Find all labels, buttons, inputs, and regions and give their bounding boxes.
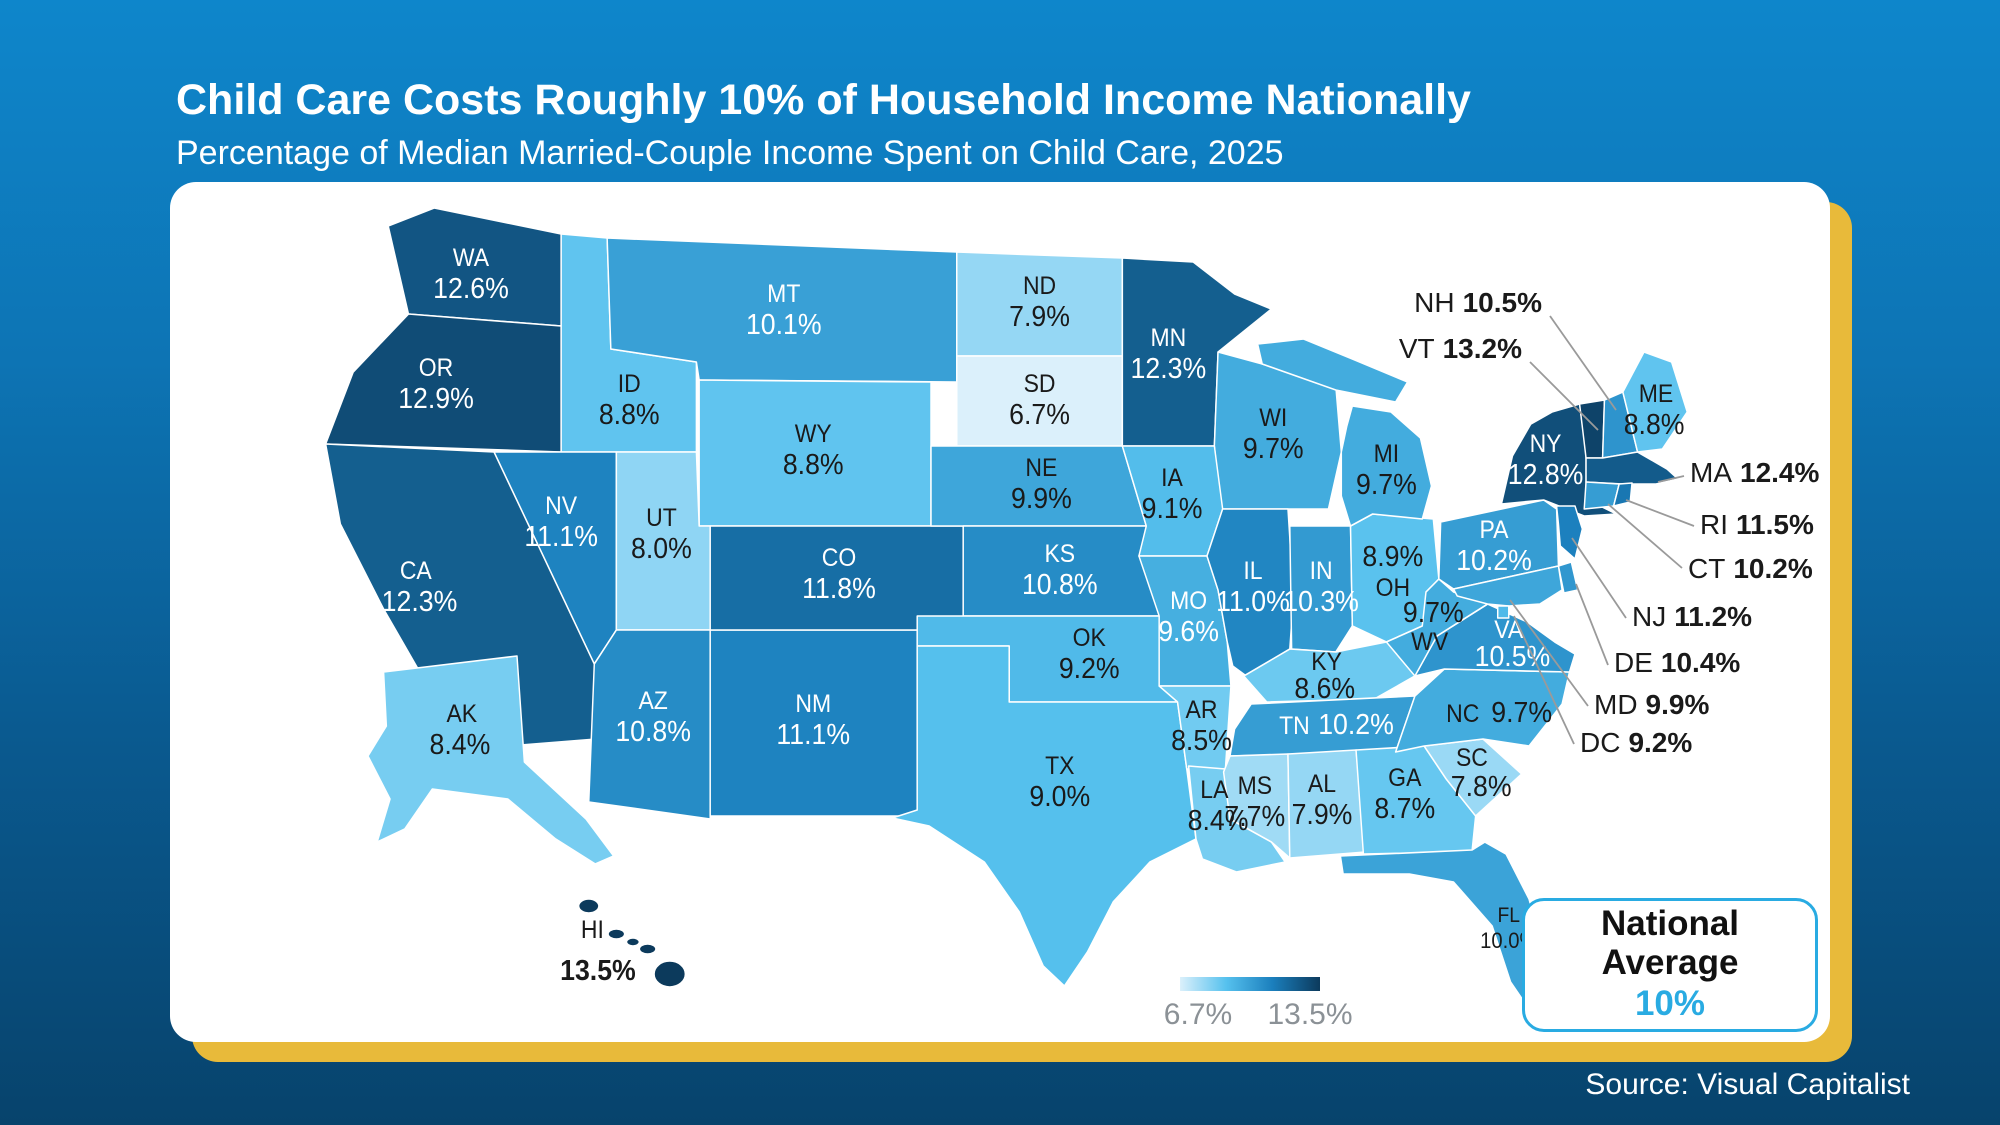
state-label-va: VA 10.5% <box>1475 616 1551 672</box>
state-label-ok: OK 9.2% <box>1059 624 1120 684</box>
state-label-pa: PA 10.2% <box>1456 516 1532 576</box>
legend-gradient-bar <box>1180 977 1320 991</box>
national-average-value: 10% <box>1634 984 1706 1024</box>
state-label-wa: WA 12.6% <box>433 244 509 304</box>
leader-nj <box>1571 537 1627 619</box>
state-label-mn: MN 12.3% <box>1131 324 1207 384</box>
state-label-az: AZ 10.8% <box>615 687 691 747</box>
state-label-me: ME 8.8% <box>1624 380 1685 440</box>
leader-ri <box>1625 499 1695 527</box>
state-label-sc: SC 7.8% <box>1451 744 1512 802</box>
state-label-ks: KS 10.8% <box>1022 540 1098 600</box>
map-card: WA 12.6% OR 12.9% CA 12.3% ID 8.8% NV 11.1% U… <box>170 182 1830 1042</box>
state-or <box>324 313 562 453</box>
callout-ri: RI 11.5% <box>1700 509 1814 540</box>
legend-max-label: 13.5% <box>1267 998 1352 1031</box>
national-average-label: National Average <box>1600 903 1740 983</box>
color-legend: 6.7% 13.5% <box>1164 977 1353 1031</box>
state-label-nc: NC 9.7% <box>1446 696 1552 728</box>
source-credit: Source: Visual Capitalist <box>1585 1068 1910 1101</box>
state-label-ga: GA 8.7% <box>1374 764 1435 824</box>
callout-ct: CT 10.2% <box>1688 553 1813 584</box>
leader-dc <box>1513 615 1575 745</box>
callout-vt: VT 13.2% <box>1399 333 1522 364</box>
state-label-tx: TX 9.0% <box>1029 752 1090 812</box>
state-label-nd: ND 7.9% <box>1009 272 1070 332</box>
state-label-ut: UT 8.0% <box>631 504 692 564</box>
state-label-in: IN 10.3% <box>1283 557 1359 617</box>
leader-md <box>1509 599 1589 707</box>
leader-vt <box>1529 361 1599 431</box>
state-label-la: LA 8.4% <box>1188 776 1249 836</box>
state-label-nm: NM 11.1% <box>776 690 850 750</box>
state-label-oh: 8.9% OH <box>1362 540 1423 602</box>
state-label-hi: HI 13.5% <box>560 916 636 986</box>
state-label-ny: NY 12.8% <box>1508 430 1584 490</box>
state-label-ms: MS 7.7% <box>1224 772 1285 832</box>
state-label-ar: AR 8.5% <box>1171 696 1232 756</box>
state-label-sd: SD 6.7% <box>1009 370 1070 430</box>
state-label-ca: CA 12.3% <box>382 557 458 617</box>
page-subtitle: Percentage of Median Married-Couple Inco… <box>176 134 1284 172</box>
callout-nj: NJ 11.2% <box>1632 601 1752 632</box>
state-label-al: AL 7.9% <box>1292 770 1353 830</box>
national-average-box: National Average 10% <box>1522 898 1818 1032</box>
state-dc <box>1496 605 1510 619</box>
callout-ma: MA 12.4% <box>1690 457 1819 488</box>
leader-ma <box>1657 475 1685 483</box>
leader-ct <box>1607 503 1683 569</box>
state-label-co: CO 11.8% <box>802 544 876 604</box>
state-label-tn: TN 10.2% <box>1279 708 1394 740</box>
state-label-mt: MT 10.1% <box>746 280 822 340</box>
state-label-mo: MO 9.6% <box>1158 587 1219 647</box>
state-label-wi: WI 9.7% <box>1243 404 1304 464</box>
callout-md: MD 9.9% <box>1594 689 1709 720</box>
page-title: Child Care Costs Roughly 10% of Househol… <box>176 76 1471 124</box>
state-label-id: ID 8.8% <box>599 370 660 430</box>
state-tx <box>891 645 1197 987</box>
callout-dc: DC 9.2% <box>1580 727 1692 758</box>
state-nj <box>1555 505 1584 560</box>
state-mi <box>1256 338 1433 527</box>
state-label-ia: IA 9.1% <box>1142 464 1203 524</box>
us-choropleth-map: WA 12.6% OR 12.9% CA 12.3% ID 8.8% NV 11.1% U… <box>324 207 1819 1031</box>
state-label-nv: NV 11.1% <box>524 492 598 552</box>
state-hi <box>577 898 687 988</box>
state-label-ak: AK 8.4% <box>430 700 491 760</box>
state-md <box>1452 565 1563 607</box>
state-label-wy: WY 8.8% <box>783 420 844 480</box>
callout-nh: NH 10.5% <box>1414 287 1542 318</box>
leader-nh <box>1549 315 1617 411</box>
state-label-or: OR 12.9% <box>398 354 474 414</box>
state-label-wv: 9.7% WV <box>1403 596 1464 656</box>
callout-de: DE 10.4% <box>1614 647 1740 678</box>
state-label-ky: KY 8.6% <box>1294 648 1355 704</box>
legend-min-label: 6.7% <box>1164 998 1232 1031</box>
state-label-ne: NE 9.9% <box>1011 454 1072 514</box>
leader-de <box>1575 583 1609 666</box>
state-in <box>1289 525 1354 653</box>
state-ak <box>367 655 615 865</box>
state-label-il: IL 11.0% <box>1216 557 1290 617</box>
state-wv <box>1385 578 1489 677</box>
state-label-mi: MI 9.7% <box>1356 440 1417 500</box>
